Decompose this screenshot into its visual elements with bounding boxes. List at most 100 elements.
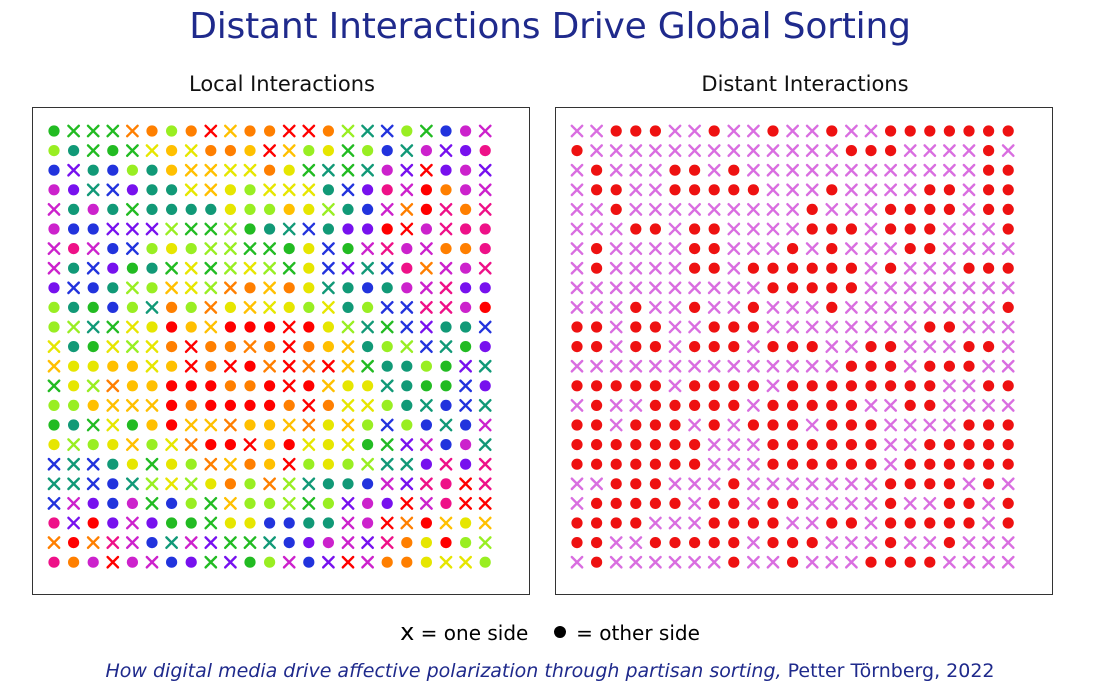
distant-cell-dot xyxy=(806,223,818,235)
distant-cell-x xyxy=(864,183,878,197)
local-cell-x xyxy=(223,536,237,549)
distant-cell-dot xyxy=(924,439,936,451)
distant-cell-x xyxy=(903,418,917,432)
local-cell-dot xyxy=(303,517,315,529)
local-cell-dot xyxy=(107,145,119,157)
local-cell-dot xyxy=(322,419,334,431)
local-cell-dot xyxy=(303,243,315,255)
distant-cell-dot xyxy=(826,243,838,255)
local-cell-x xyxy=(125,536,139,549)
distant-cell-dot xyxy=(865,556,877,568)
local-cell-dot xyxy=(420,223,432,235)
local-cell-x xyxy=(302,222,316,236)
local-cell-dot xyxy=(244,223,256,235)
distant-cell-x xyxy=(962,144,976,157)
local-cell-dot xyxy=(185,458,197,470)
local-cell-dot xyxy=(126,380,138,392)
local-cell-x xyxy=(145,555,159,569)
local-cell-dot xyxy=(460,537,472,549)
local-cell-x xyxy=(125,202,139,216)
local-cell-dot xyxy=(107,478,119,490)
distant-cell-x xyxy=(825,320,839,334)
local-cell-x xyxy=(243,242,257,256)
local-cell-dot xyxy=(48,321,60,333)
distant-cell-x xyxy=(962,222,976,236)
distant-cell-x xyxy=(570,222,584,236)
distant-cell-x xyxy=(688,202,702,216)
local-cell-x xyxy=(263,242,277,256)
local-cell-dot xyxy=(381,145,393,157)
distant-cell-dot xyxy=(591,556,603,568)
local-cell-x xyxy=(420,261,433,275)
distant-cell-x xyxy=(648,261,662,275)
distant-cell-dot xyxy=(787,556,799,568)
distant-cell-x xyxy=(668,222,682,236)
local-cell-x xyxy=(165,536,179,549)
local-cell-dot xyxy=(322,184,334,196)
distant-cell-dot xyxy=(689,223,701,235)
distant-cell-x xyxy=(688,281,702,295)
distant-cell-x xyxy=(786,300,800,314)
local-cell-dot xyxy=(264,419,276,431)
local-cell-x xyxy=(420,497,433,510)
distant-cell-x xyxy=(943,379,956,393)
local-cell-x xyxy=(322,281,335,295)
local-cell-dot xyxy=(362,223,374,235)
local-cell-dot xyxy=(244,556,256,568)
local-cell-dot xyxy=(48,439,60,451)
distant-cell-x xyxy=(746,457,760,471)
local-cell-dot xyxy=(68,556,80,568)
distant-cell-dot xyxy=(865,439,877,451)
local-cell-dot xyxy=(146,164,158,176)
distant-cell-x xyxy=(903,536,917,549)
local-cell-x xyxy=(380,477,394,491)
legend: x = one side = other side xyxy=(0,618,1100,646)
distant-cell-x xyxy=(590,124,603,138)
local-cell-dot xyxy=(146,262,158,274)
local-cell-x xyxy=(86,379,100,393)
distant-cell-dot xyxy=(591,164,603,176)
distant-cell-x xyxy=(609,320,623,334)
distant-cell-x xyxy=(648,202,662,216)
local-cell-dot xyxy=(362,301,374,313)
local-cell-dot xyxy=(362,380,374,392)
distant-cell-dot xyxy=(983,478,995,490)
local-cell-dot xyxy=(87,517,99,529)
local-cell-dot xyxy=(146,243,158,255)
distant-cell-dot xyxy=(689,380,701,392)
local-cell-dot xyxy=(440,184,452,196)
distant-cell-dot xyxy=(983,164,995,176)
local-grid-canvas xyxy=(47,124,492,569)
distant-cell-dot xyxy=(591,243,603,255)
local-cell-dot xyxy=(401,537,413,549)
local-cell-x xyxy=(223,555,237,569)
distant-cell-x xyxy=(648,359,662,373)
local-cell-dot xyxy=(166,243,178,255)
local-cell-x xyxy=(341,438,355,451)
local-cell-x xyxy=(341,359,355,373)
citation: How digital media drive affective polari… xyxy=(0,660,1100,682)
distant-cell-dot xyxy=(943,321,955,333)
distant-cell-dot xyxy=(591,458,603,470)
local-cell-dot xyxy=(264,164,276,176)
distant-cell-dot xyxy=(983,125,995,137)
local-cell-dot xyxy=(440,164,452,176)
local-cell-dot xyxy=(479,556,491,568)
distant-cell-x xyxy=(746,242,760,256)
local-cell-x xyxy=(400,438,414,451)
local-cell-dot xyxy=(166,458,178,470)
distant-cell-dot xyxy=(669,164,681,176)
local-cell-x xyxy=(478,477,492,491)
local-cell-dot xyxy=(381,282,393,294)
local-cell-x xyxy=(361,555,374,569)
distant-cell-x xyxy=(629,536,643,549)
local-cell-dot xyxy=(48,125,60,137)
distant-cell-x xyxy=(727,124,741,138)
distant-cell-dot xyxy=(767,497,779,509)
distant-cell-dot xyxy=(826,419,838,431)
local-cell-x xyxy=(263,359,277,373)
distant-cell-dot xyxy=(708,223,720,235)
distant-cell-dot xyxy=(943,458,955,470)
distant-cell-x xyxy=(766,300,780,314)
distant-cell-dot xyxy=(669,419,681,431)
